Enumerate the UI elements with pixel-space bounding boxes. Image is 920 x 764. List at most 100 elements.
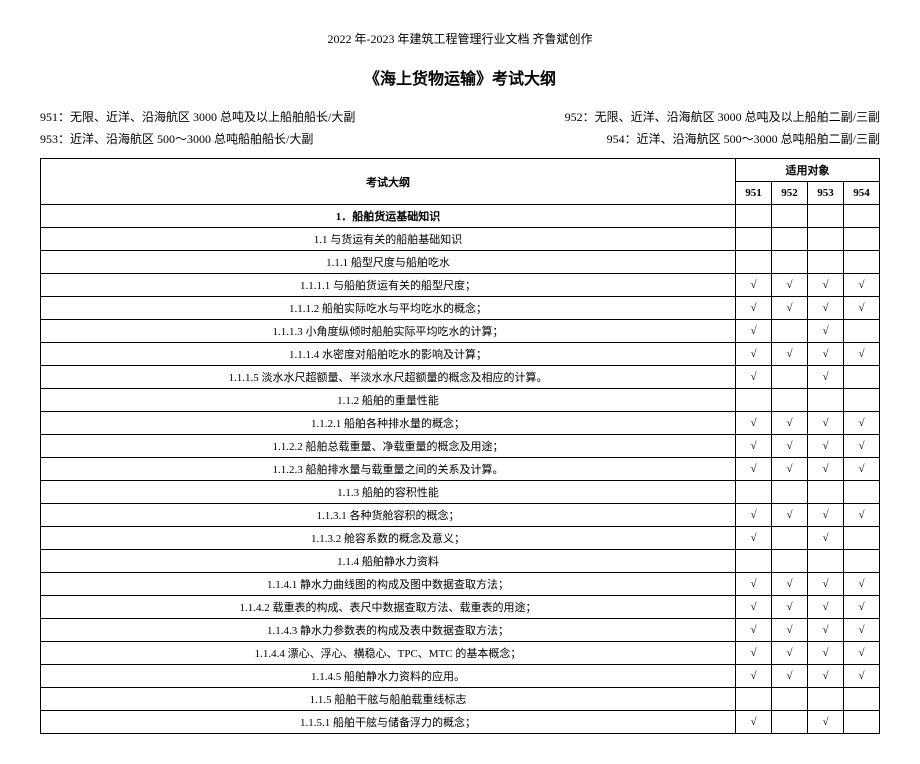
row-label: 1.1.4.1 静水力曲线图的构成及图中数据查取方法； <box>41 573 736 596</box>
mark-cell: √ <box>844 274 880 297</box>
table-row: 1.1.4.5 船舶静水力资料的应用。√√√√ <box>41 665 880 688</box>
th-953: 953 <box>808 182 844 205</box>
table-row: 1．船舶货运基础知识 <box>41 205 880 228</box>
mark-cell <box>772 366 808 389</box>
mark-cell: √ <box>736 274 772 297</box>
mark-cell: √ <box>844 596 880 619</box>
table-row: 1.1.2 船舶的重量性能 <box>41 389 880 412</box>
table-row: 1.1.3.2 舱容系数的概念及意义；√√ <box>41 527 880 550</box>
row-label: 1.1.1.1 与船舶货运有关的船型尺度； <box>41 274 736 297</box>
row-label: 1.1.4.5 船舶静水力资料的应用。 <box>41 665 736 688</box>
mark-cell <box>772 688 808 711</box>
mark-cell <box>844 688 880 711</box>
mark-cell <box>808 389 844 412</box>
row-label: 1.1.2.2 船舶总载重量、净载重量的概念及用途； <box>41 435 736 458</box>
mark-cell <box>772 251 808 274</box>
mark-cell <box>772 205 808 228</box>
mark-cell: √ <box>772 573 808 596</box>
mark-cell: √ <box>808 412 844 435</box>
table-row: 1.1.1 船型尺度与船舶吃水 <box>41 251 880 274</box>
mark-cell <box>736 481 772 504</box>
mark-cell: √ <box>772 458 808 481</box>
mark-cell <box>772 550 808 573</box>
table-row: 1.1.2.2 船舶总载重量、净载重量的概念及用途；√√√√ <box>41 435 880 458</box>
row-label: 1.1.5.1 船舶干舷与储备浮力的概念； <box>41 711 736 734</box>
code-row-2: 953：近洋、沿海航区 500～3000 总吨船舶船长/大副 954：近洋、沿海… <box>40 129 880 151</box>
mark-cell: √ <box>772 504 808 527</box>
mark-cell: √ <box>808 366 844 389</box>
code-row-1: 951：无限、近洋、沿海航区 3000 总吨及以上船舶船长/大副 952：无限、… <box>40 107 880 129</box>
table-row: 1.1.4.4 漂心、浮心、横稳心、TPC、MTC 的基本概念；√√√√ <box>41 642 880 665</box>
mark-cell <box>736 228 772 251</box>
doc-header: 2022 年-2023 年建筑工程管理行业文档 齐鲁斌创作 <box>40 30 880 47</box>
mark-cell: √ <box>808 573 844 596</box>
row-label: 1.1.4.4 漂心、浮心、横稳心、TPC、MTC 的基本概念； <box>41 642 736 665</box>
mark-cell: √ <box>736 642 772 665</box>
mark-cell <box>736 550 772 573</box>
mark-cell: √ <box>808 343 844 366</box>
row-label: 1.1.5 船舶干舷与船舶载重线标志 <box>41 688 736 711</box>
mark-cell <box>736 688 772 711</box>
mark-cell: √ <box>844 297 880 320</box>
row-label: 1.1.1 船型尺度与船舶吃水 <box>41 251 736 274</box>
mark-cell: √ <box>844 504 880 527</box>
table-row: 1.1.1.3 小角度纵倾时船舶实际平均吃水的计算；√√ <box>41 320 880 343</box>
mark-cell <box>844 228 880 251</box>
table-row: 1.1.4 船舶静水力资料 <box>41 550 880 573</box>
mark-cell <box>844 527 880 550</box>
mark-cell: √ <box>736 412 772 435</box>
table-row: 1.1.1.5 淡水水尺超额量、半淡水水尺超额量的概念及相应的计算。√√ <box>41 366 880 389</box>
table-row: 1.1.4.1 静水力曲线图的构成及图中数据查取方法；√√√√ <box>41 573 880 596</box>
mark-cell: √ <box>772 642 808 665</box>
mark-cell: √ <box>772 412 808 435</box>
mark-cell: √ <box>772 343 808 366</box>
row-label: 1.1.2.1 船舶各种排水量的概念； <box>41 412 736 435</box>
mark-cell <box>736 205 772 228</box>
mark-cell: √ <box>772 665 808 688</box>
mark-cell <box>772 711 808 734</box>
mark-cell: √ <box>808 711 844 734</box>
mark-cell: √ <box>808 297 844 320</box>
table-row: 1.1.3.1 各种货舱容积的概念；√√√√ <box>41 504 880 527</box>
mark-cell <box>772 228 808 251</box>
code-951: 951：无限、近洋、沿海航区 3000 总吨及以上船舶船长/大副 <box>40 107 355 129</box>
mark-cell: √ <box>772 596 808 619</box>
mark-cell: √ <box>808 642 844 665</box>
table-row: 1.1.5.1 船舶干舷与储备浮力的概念；√√ <box>41 711 880 734</box>
row-label: 1.1.1.4 水密度对船舶吃水的影响及计算； <box>41 343 736 366</box>
mark-cell <box>844 366 880 389</box>
mark-cell: √ <box>772 297 808 320</box>
mark-cell: √ <box>808 274 844 297</box>
table-row: 1.1.3 船舶的容积性能 <box>41 481 880 504</box>
table-body: 1．船舶货运基础知识1.1 与货运有关的船舶基础知识1.1.1 船型尺度与船舶吃… <box>41 205 880 734</box>
mark-cell <box>844 711 880 734</box>
mark-cell <box>844 550 880 573</box>
mark-cell: √ <box>736 573 772 596</box>
row-label: 1.1.1.3 小角度纵倾时船舶实际平均吃水的计算； <box>41 320 736 343</box>
mark-cell <box>844 320 880 343</box>
row-label: 1.1.2 船舶的重量性能 <box>41 389 736 412</box>
row-label: 1.1.4 船舶静水力资料 <box>41 550 736 573</box>
mark-cell <box>808 550 844 573</box>
code-953: 953：近洋、沿海航区 500～3000 总吨船舶船长/大副 <box>40 129 313 151</box>
row-label: 1.1.3.1 各种货舱容积的概念； <box>41 504 736 527</box>
mark-cell: √ <box>772 435 808 458</box>
row-label: 1.1.2.3 船舶排水量与载重量之间的关系及计算。 <box>41 458 736 481</box>
mark-cell: √ <box>844 458 880 481</box>
mark-cell: √ <box>808 665 844 688</box>
mark-cell <box>808 228 844 251</box>
table-head-row-1: 考试大纲 适用对象 <box>41 159 880 182</box>
th-954: 954 <box>844 182 880 205</box>
mark-cell: √ <box>808 320 844 343</box>
mark-cell: √ <box>808 458 844 481</box>
th-952: 952 <box>772 182 808 205</box>
mark-cell <box>844 481 880 504</box>
th-group: 适用对象 <box>736 159 880 182</box>
table-row: 1.1.2.3 船舶排水量与载重量之间的关系及计算。√√√√ <box>41 458 880 481</box>
table-row: 1.1.1.4 水密度对船舶吃水的影响及计算；√√√√ <box>41 343 880 366</box>
mark-cell <box>808 251 844 274</box>
mark-cell: √ <box>736 504 772 527</box>
mark-cell <box>736 389 772 412</box>
row-label: 1．船舶货运基础知识 <box>41 205 736 228</box>
th-main: 考试大纲 <box>41 159 736 205</box>
